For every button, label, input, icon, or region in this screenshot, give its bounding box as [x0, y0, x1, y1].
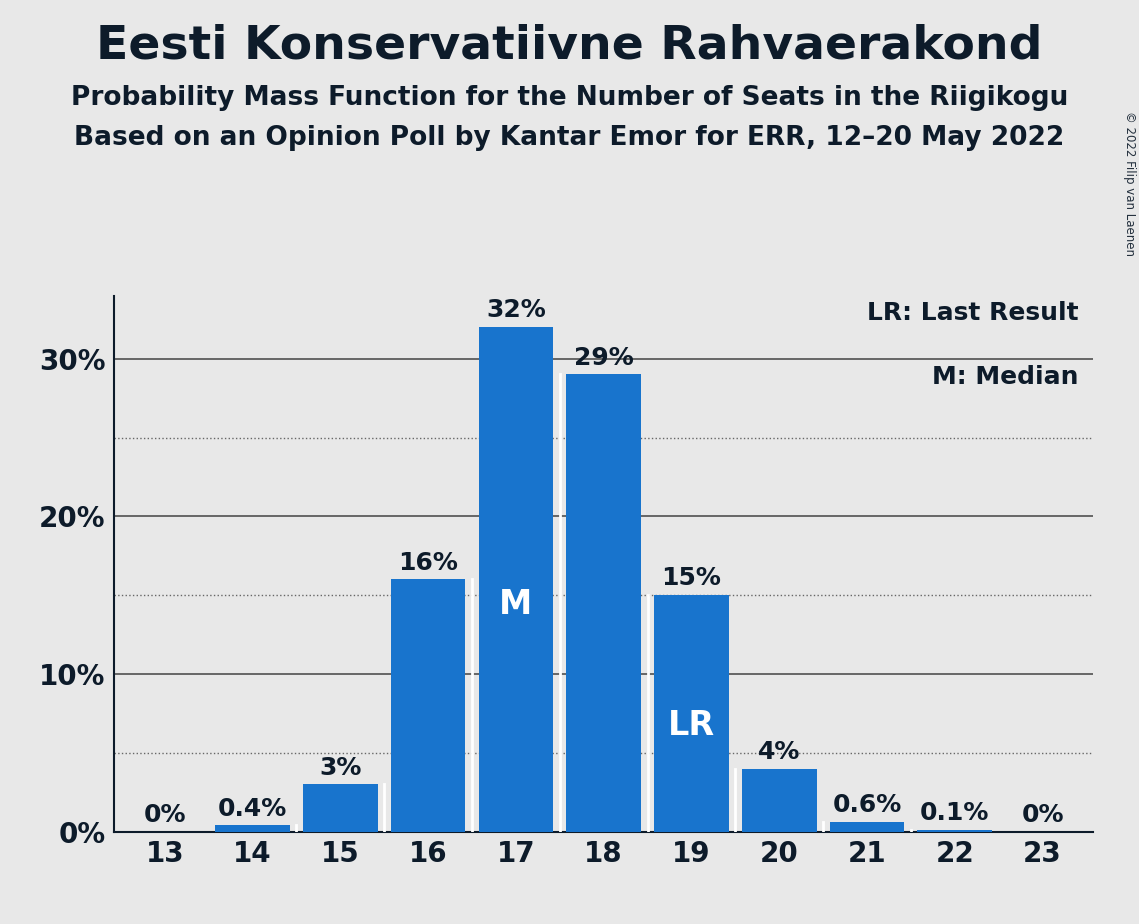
Text: LR: LR — [667, 709, 715, 742]
Text: Probability Mass Function for the Number of Seats in the Riigikogu: Probability Mass Function for the Number… — [71, 85, 1068, 111]
Bar — [478, 327, 554, 832]
Text: LR: Last Result: LR: Last Result — [867, 301, 1079, 325]
Text: 0%: 0% — [144, 803, 186, 827]
Text: 16%: 16% — [399, 551, 458, 575]
Text: 0%: 0% — [1022, 803, 1064, 827]
Bar — [741, 769, 817, 832]
Text: M: Median: M: Median — [932, 365, 1079, 389]
Text: 3%: 3% — [319, 756, 361, 780]
Text: 0.1%: 0.1% — [920, 801, 990, 825]
Text: 32%: 32% — [486, 298, 546, 322]
Text: M: M — [499, 588, 533, 621]
Text: Based on an Opinion Poll by Kantar Emor for ERR, 12–20 May 2022: Based on an Opinion Poll by Kantar Emor … — [74, 125, 1065, 151]
Bar — [303, 784, 378, 832]
Bar — [391, 579, 466, 832]
Bar — [654, 595, 729, 832]
Bar — [917, 830, 992, 832]
Text: 15%: 15% — [662, 566, 721, 590]
Text: 4%: 4% — [759, 740, 801, 764]
Bar — [829, 822, 904, 832]
Text: 0.6%: 0.6% — [833, 794, 902, 818]
Bar — [566, 374, 641, 832]
Text: 29%: 29% — [574, 346, 633, 370]
Text: © 2022 Filip van Laenen: © 2022 Filip van Laenen — [1123, 111, 1137, 256]
Bar — [215, 825, 290, 832]
Text: 0.4%: 0.4% — [218, 796, 287, 821]
Text: Eesti Konservatiivne Rahvaerakond: Eesti Konservatiivne Rahvaerakond — [97, 23, 1042, 68]
